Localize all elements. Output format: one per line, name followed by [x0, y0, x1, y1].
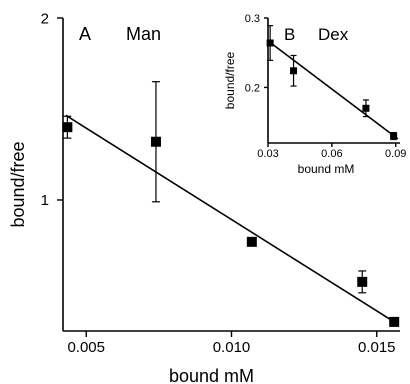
y-tick-label-a: 2: [41, 10, 49, 27]
data-point-a: [150, 136, 161, 147]
data-point-b: [266, 39, 274, 47]
panel-a: 0.005 0.010 0.015 1 2 bound mM bound/free A Man: [8, 10, 400, 384]
fit-line-b: [267, 40, 399, 140]
panel-b-inset: 0.03 0.06 0.09 0.2 0.3 bound mM bound/free B Dex: [223, 10, 408, 177]
x-tick-label-a: 0.010: [213, 339, 251, 356]
y-tick-label-a: 1: [41, 192, 49, 209]
x-tick-label-b: 0.06: [321, 148, 342, 160]
x-axis-label-a: bound mM: [169, 366, 254, 384]
inset-background: [224, 10, 408, 177]
panel-label-a: A: [79, 24, 91, 44]
data-point-b: [290, 67, 298, 75]
data-point-b: [390, 132, 398, 140]
y-axis-label-a: bound/free: [8, 141, 28, 227]
x-tick-label-b: 0.09: [385, 148, 406, 160]
panel-label-b: B: [284, 25, 295, 44]
x-tick-label-a: 0.005: [67, 339, 105, 356]
data-point-b: [362, 104, 370, 112]
panel-title-b: Dex: [318, 25, 349, 44]
data-point-a: [389, 316, 400, 327]
y-axis-label-b: bound/free: [223, 51, 237, 109]
x-axis-label-b: bound mM: [298, 162, 355, 176]
fit-line-a: [65, 114, 395, 323]
data-point-a: [62, 122, 73, 133]
y-tick-label-b: 0.2: [245, 82, 260, 94]
x-tick-label-a: 0.015: [358, 339, 396, 356]
data-point-a: [357, 276, 368, 287]
panel-title-a: Man: [126, 24, 161, 44]
data-point-a: [246, 236, 257, 247]
y-tick-label-b: 0.3: [245, 13, 260, 25]
x-tick-label-b: 0.03: [257, 148, 278, 160]
